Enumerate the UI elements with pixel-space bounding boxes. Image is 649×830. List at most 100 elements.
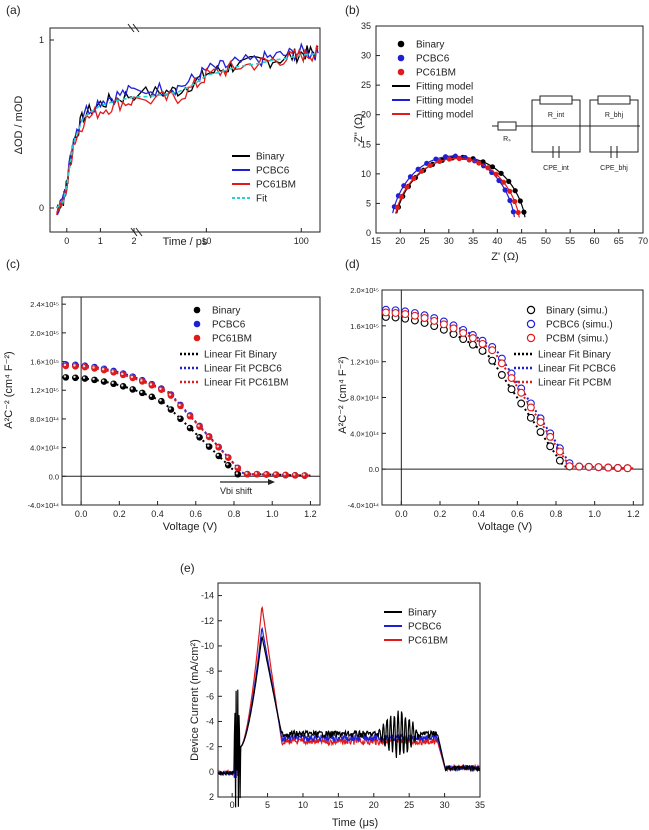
c-point-hl-2: [197, 424, 200, 427]
d-point-2: [430, 316, 439, 325]
d-point-0: [517, 399, 526, 408]
e-legend-pc61bm-label: PC61BM: [408, 636, 448, 647]
b-point-pc61bm: [466, 157, 472, 163]
c-point-0: [62, 374, 70, 381]
d-point-2: [575, 462, 584, 471]
a-xtick-label: 2: [131, 236, 136, 246]
b-xtick-label: 20: [395, 236, 405, 246]
a-legend-pcbc6-label: PCBC6: [256, 166, 290, 177]
d-point-0: [546, 442, 555, 451]
d-point-2: [478, 339, 487, 348]
e-xlabel: Time (μs): [332, 817, 378, 829]
c-point-hl-2: [245, 472, 248, 475]
c-point-2: [148, 382, 156, 389]
c-legend-4-label: Linear Fit PCBC6: [204, 364, 282, 375]
d-point-2: [381, 308, 390, 317]
a-ytick-label: 0: [39, 203, 44, 213]
circuit-rs-label: Rₛ: [503, 136, 511, 143]
b-point-pc61bm: [418, 168, 425, 174]
b-point-pc61bm: [456, 155, 462, 162]
panel-label-a: (a): [6, 3, 21, 17]
c-point-0: [81, 375, 89, 382]
d-point-2: [401, 310, 410, 319]
b-xtick-label: 65: [614, 236, 624, 246]
b-point-pc61bm: [493, 171, 499, 177]
e-xtick-label: 30: [440, 800, 450, 810]
b-xtick-label: 40: [492, 236, 502, 246]
d-legend-1-label: PCBC6 (simu.): [546, 320, 613, 331]
b-point-pcbc6: [502, 187, 508, 193]
b-ytick-label: 10: [361, 169, 371, 179]
b-xlabel: Z' (Ω): [491, 251, 518, 263]
c-xtick-label: 1.2: [304, 509, 317, 519]
c-xlabel: Voltage (V): [163, 521, 217, 533]
d-point-2: [565, 462, 574, 471]
b-axes-frame: [375, 25, 644, 234]
b-legend-binary-label: Binary: [416, 40, 444, 51]
e-ytick-label: -2: [206, 742, 214, 752]
d-legend-0-swatch: [526, 305, 536, 315]
b-ytick-label: 0: [366, 228, 371, 238]
c-point-0: [158, 397, 165, 405]
b-legend-fit-pc61bm-label: Fitting model: [416, 110, 473, 121]
c-point-2: [81, 363, 89, 371]
d-xtick-label: 0.8: [550, 509, 563, 519]
c-point-hl-2: [216, 445, 220, 448]
b-point-pc61bm: [427, 162, 433, 169]
c-point-hl-0: [159, 399, 162, 402]
a-break-bottom-2: [135, 227, 143, 237]
c-ytick-label: 1.2×10¹⁵: [30, 386, 59, 395]
b-xtick-label: 30: [444, 236, 454, 246]
b-ylabel: -Z'' (Ω): [353, 113, 365, 146]
c-legend-3-label: Linear Fit Binary: [204, 350, 277, 361]
c-point-2: [234, 464, 242, 472]
e-ylabel: Device Current (mA/cm²): [189, 639, 201, 761]
c-point-hl-2: [302, 473, 306, 476]
d-ytick-label: 4.0×10¹⁴: [350, 429, 379, 438]
c-point-2: [167, 392, 175, 399]
b-legend-pc61bm-label: PC61BM: [416, 68, 456, 79]
circuit-rint-label: R_int: [548, 112, 564, 119]
c-point-2: [100, 366, 108, 374]
b-point-binary: [506, 178, 512, 184]
c-legend-0-label: Binary: [212, 306, 240, 317]
panel-label-d: (d): [345, 257, 360, 271]
d-legend-3-label: Linear Fit Binary: [538, 350, 611, 361]
d-ytick-label: 0.0: [369, 465, 379, 474]
d-point-2: [623, 464, 632, 473]
e-ytick-label: 0: [209, 767, 214, 777]
d-point-0: [488, 356, 497, 365]
c-xtick-label: 0.4: [151, 509, 164, 519]
e-ytick-label: -4: [206, 716, 214, 726]
b-xtick-label: 50: [541, 236, 551, 246]
c-point-hl-2: [254, 472, 258, 475]
c-ytick-label: -4.0×10¹⁴: [28, 501, 59, 510]
c-point-0: [186, 424, 194, 432]
c-point-hl-2: [149, 383, 153, 386]
a-ytick-label: 1: [39, 35, 44, 45]
c-point-hl-2: [159, 387, 162, 390]
d-legend-2-swatch: [526, 333, 536, 343]
c-xtick-label: 0.2: [113, 509, 126, 519]
b-point-pc61bm: [411, 175, 417, 182]
c-point-2: [177, 402, 184, 410]
c-point-hl-2: [264, 472, 267, 475]
d-xtick-label: 1.2: [627, 509, 640, 519]
c-point-hl-0: [63, 375, 67, 378]
c-point-hl-0: [168, 407, 172, 410]
b-legend-fit-pcbc6-label: Fitting model: [416, 96, 473, 107]
d-point-2: [488, 346, 497, 355]
c-point-hl-2: [207, 434, 210, 438]
c-point-hl-0: [235, 472, 239, 475]
e-ytick-label: -12: [201, 616, 214, 626]
c-legend-1-label: PCBC6: [212, 320, 246, 331]
e-xtick-label: 5: [265, 800, 270, 810]
b-point-pc61bm: [515, 209, 521, 216]
b-point-binary: [521, 209, 527, 215]
c-ytick-label: 4.0×10¹⁴: [30, 444, 59, 453]
e-ytick-label: -8: [206, 666, 214, 676]
a-xtick-label: 100: [294, 236, 309, 246]
d-xtick-label: 0.6: [511, 509, 524, 519]
c-point-hl-2: [187, 414, 191, 417]
